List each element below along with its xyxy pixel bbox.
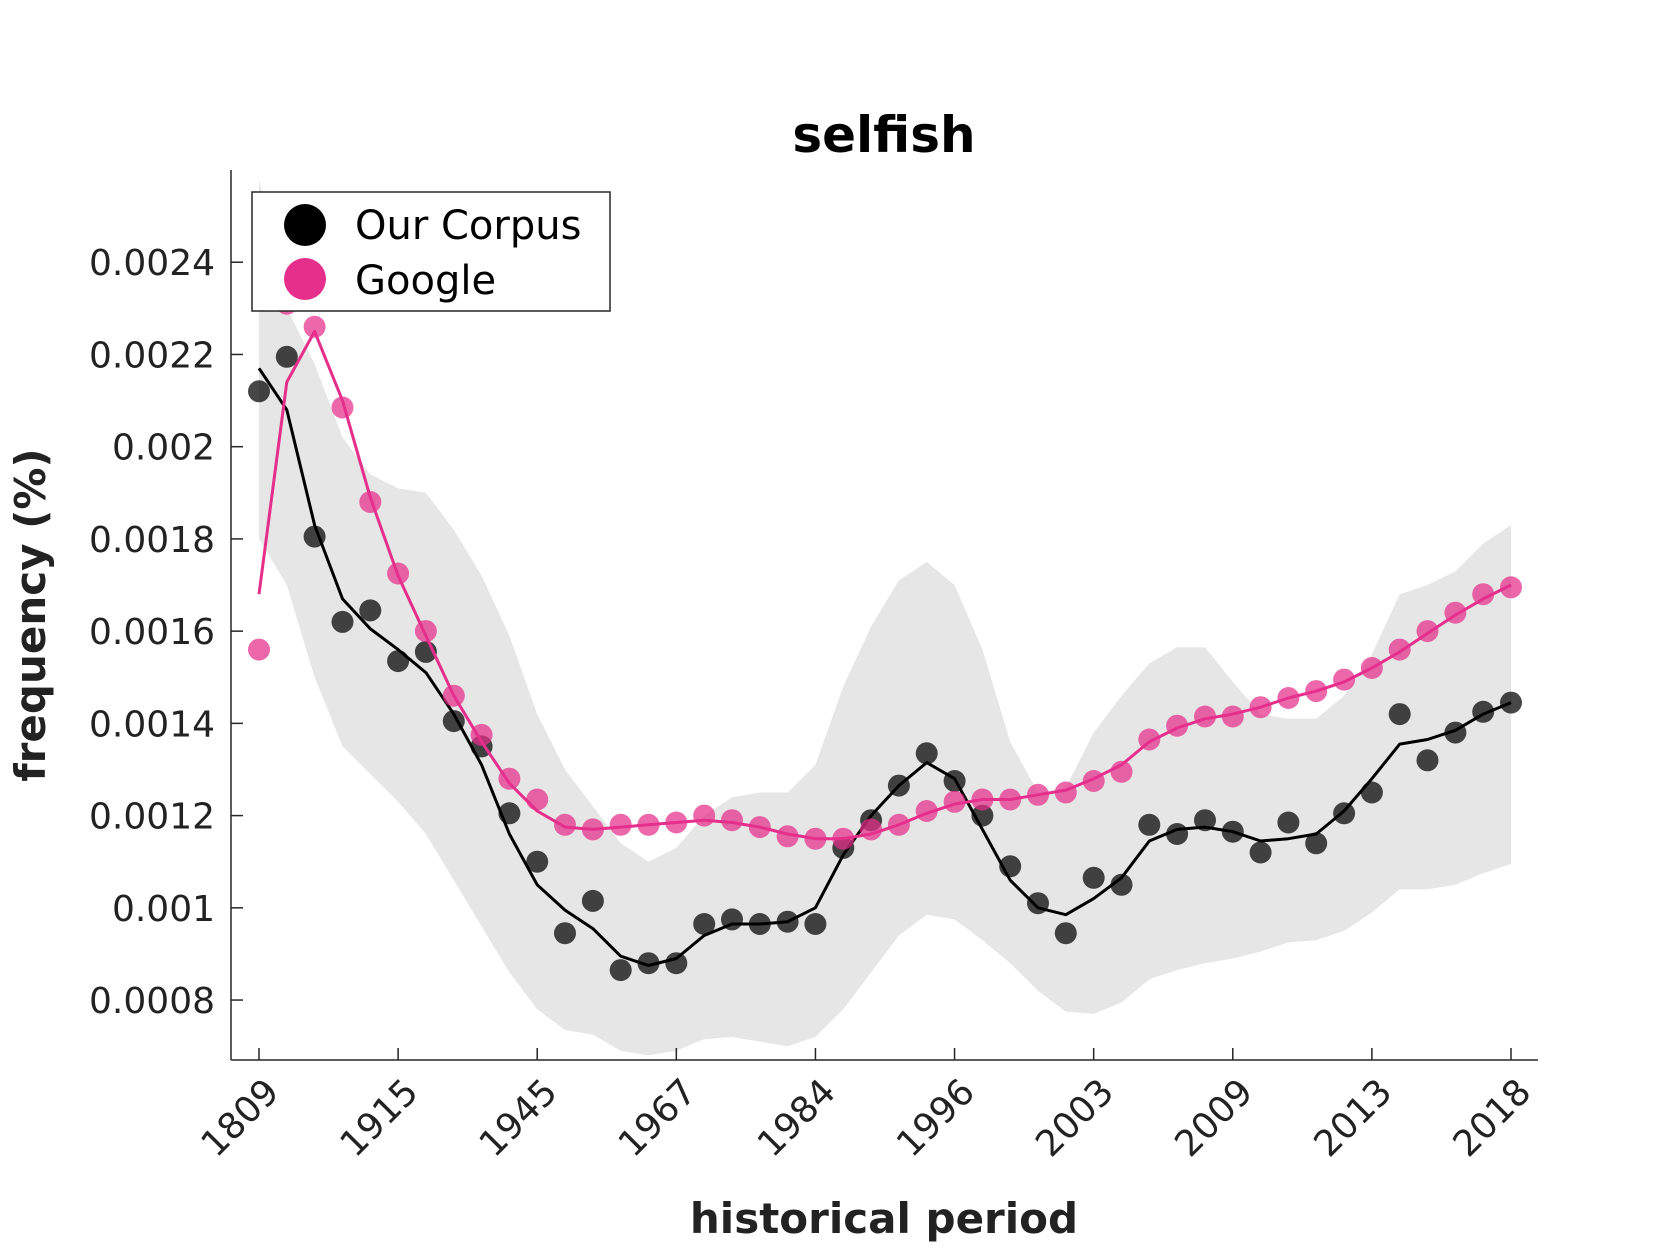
google-point-19 [776,825,799,848]
legend: Our Corpus Google [251,191,611,312]
y-axis-label: frequency (%) [6,448,55,781]
our-corpus-point-12 [581,889,604,912]
legend-marker-google [284,258,326,300]
plot-area [248,179,1522,1056]
our-corpus-point-42 [1416,749,1439,772]
axes [230,170,1538,1061]
google-point-3 [331,396,354,419]
legend-label-google: Google [355,258,496,304]
y-tick-label: 0.0022 [89,335,215,376]
x-tick-label: 1809 [194,1071,288,1165]
our-corpus-point-41 [1388,703,1411,726]
x-tick-label: 2013 [1306,1071,1400,1165]
our-corpus-point-14 [637,952,660,975]
google-point-0 [248,638,270,661]
our-corpus-trend-line [257,367,1512,967]
our-corpus-point-39 [1333,802,1356,825]
chart-title: selfish [792,106,975,164]
x-tick-label: 2003 [1028,1071,1122,1165]
google-point-45 [1500,576,1522,599]
x-tick-label: 1915 [333,1071,427,1165]
y-tick-label: 0.0012 [89,797,215,838]
google-trend-line [257,329,1512,841]
legend-label-our-corpus: Our Corpus [355,203,581,249]
y-tick-label: 0.0008 [89,981,215,1022]
y-tick-label: 0.0024 [89,243,215,284]
confidence-band [259,179,1511,1056]
google-point-22 [860,818,883,841]
our-corpus-point-29 [1054,922,1077,945]
google-point-8 [470,723,493,746]
our-corpus-point-34 [1194,809,1216,832]
y-tick-label: 0.0018 [89,520,215,561]
x-tick-label: 2018 [1446,1071,1540,1165]
x-tick-label: 1996 [889,1071,983,1165]
google-point-11 [554,813,576,836]
our-corpus-point-15 [665,952,688,975]
google-point-35 [1221,705,1244,728]
y-tick-label: 0.0014 [89,704,215,745]
x-tick-label: 2009 [1167,1071,1261,1165]
our-corpus-point-24 [915,742,938,765]
our-corpus-point-37 [1277,811,1300,834]
our-corpus-point-0 [248,380,270,403]
google-point-4 [359,491,382,513]
google-point-2 [303,315,326,338]
x-tick-label: 1967 [611,1071,705,1165]
our-corpus-point-31 [1110,873,1133,896]
google-point-17 [721,809,743,832]
our-corpus-point-5 [387,650,410,673]
x-tick-label: 1945 [472,1071,566,1165]
google-point-16 [693,804,716,827]
google-point-10 [526,788,549,811]
y-tick-label: 0.001 [112,889,215,930]
x-tick-label: 1984 [750,1071,844,1165]
our-corpus-point-30 [1082,866,1105,889]
google-point-13 [609,813,632,836]
our-corpus-point-11 [554,922,576,945]
x-axis-label: historical period [690,1194,1078,1243]
legend-marker-our-corpus [284,204,326,246]
our-corpus-point-36 [1249,841,1272,864]
our-corpus-point-13 [609,959,632,982]
y-tick-label: 0.002 [112,428,215,469]
y-tick-label: 0.0016 [89,612,215,653]
our-corpus-point-1 [275,345,298,368]
our-corpus-point-10 [526,850,549,873]
our-corpus-point-16 [693,913,716,935]
our-corpus-point-4 [359,599,382,622]
our-corpus-point-20 [804,913,827,935]
our-corpus-point-38 [1305,832,1328,855]
our-corpus-point-32 [1138,813,1161,836]
our-corpus-point-3 [331,610,354,633]
our-corpus-point-40 [1360,781,1383,804]
google-point-44 [1472,583,1495,606]
